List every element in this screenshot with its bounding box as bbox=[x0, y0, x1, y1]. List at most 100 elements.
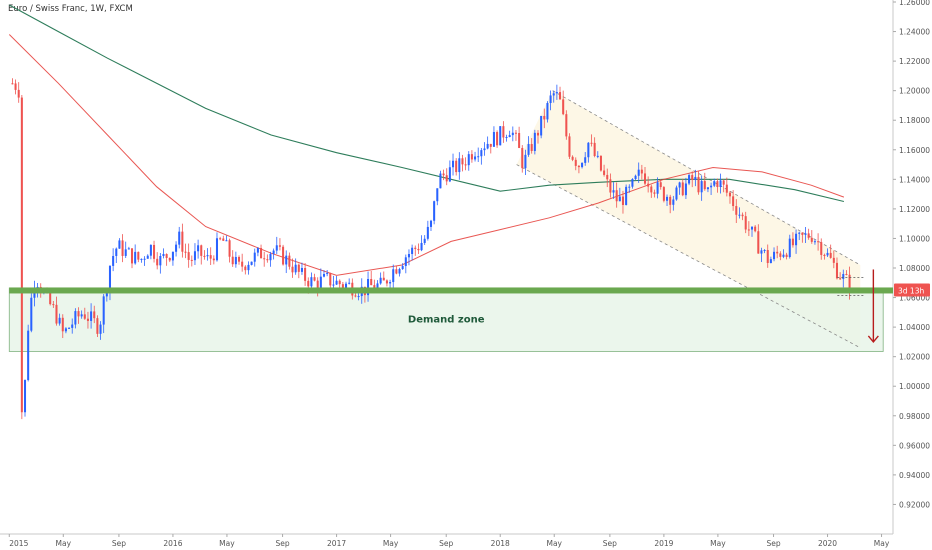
candle-body bbox=[272, 250, 275, 254]
candle-body bbox=[839, 278, 842, 280]
demand-zone-label: Demand zone bbox=[408, 315, 485, 326]
candle-body bbox=[99, 324, 102, 334]
candle-body bbox=[23, 380, 27, 413]
candle-body bbox=[593, 142, 596, 157]
x-tick-label: May bbox=[383, 539, 399, 548]
candle-body bbox=[672, 199, 675, 205]
candle-body bbox=[338, 280, 341, 285]
candle-body bbox=[694, 176, 697, 181]
candle-body bbox=[502, 126, 505, 138]
candle-body bbox=[581, 162, 584, 168]
candle-body bbox=[105, 291, 108, 297]
candle-body bbox=[225, 240, 228, 242]
candle-body bbox=[137, 251, 140, 260]
candle-body bbox=[307, 280, 310, 287]
candle-body bbox=[90, 311, 93, 321]
candle-body bbox=[518, 133, 521, 148]
candle-body bbox=[448, 167, 451, 182]
x-tick-label: May bbox=[219, 539, 235, 548]
candle-body bbox=[754, 226, 757, 232]
candle-body bbox=[376, 283, 379, 290]
candle-body bbox=[127, 248, 130, 250]
candle-body bbox=[810, 237, 813, 242]
candle-body bbox=[285, 255, 288, 265]
candle-body bbox=[640, 169, 643, 174]
candle-body bbox=[354, 295, 357, 297]
candle-body bbox=[80, 314, 83, 317]
candle-body bbox=[168, 257, 171, 261]
y-tick-label: 0.94000 bbox=[899, 471, 930, 480]
candle-body bbox=[143, 258, 146, 260]
candle-body bbox=[675, 187, 678, 200]
candle-body bbox=[332, 284, 335, 286]
candle-body bbox=[773, 251, 776, 260]
y-tick-label: 0.92000 bbox=[899, 500, 930, 509]
candle-body bbox=[124, 249, 127, 256]
candle-body bbox=[190, 259, 193, 261]
candle-body bbox=[30, 297, 33, 331]
candle-body bbox=[483, 148, 486, 151]
candle-body bbox=[326, 273, 329, 275]
candle-body bbox=[304, 267, 307, 281]
candle-body bbox=[842, 273, 845, 279]
candle-body bbox=[835, 262, 839, 279]
candle-body bbox=[175, 244, 178, 252]
candle-body bbox=[329, 273, 332, 286]
candle-body bbox=[766, 250, 769, 264]
moving-average-red bbox=[8, 34, 845, 276]
candle-body bbox=[760, 250, 763, 254]
candle-body bbox=[499, 126, 502, 146]
candle-body bbox=[703, 181, 706, 190]
x-tick-label: 2017 bbox=[327, 539, 346, 548]
x-tick-label: Sep bbox=[439, 539, 453, 548]
candle-body bbox=[798, 232, 801, 234]
candle-body bbox=[373, 285, 376, 290]
candle-body bbox=[653, 192, 656, 194]
candle-body bbox=[728, 192, 731, 197]
candle-body bbox=[203, 255, 206, 257]
candle-body bbox=[231, 256, 234, 265]
candle-body bbox=[530, 144, 533, 151]
candle-body bbox=[621, 196, 624, 205]
candle-body bbox=[609, 179, 612, 193]
candle-body bbox=[788, 238, 791, 258]
candle-body bbox=[275, 245, 278, 251]
candle-body bbox=[74, 311, 77, 325]
candle-body bbox=[719, 180, 722, 187]
candle-body bbox=[171, 251, 174, 261]
channel-fill bbox=[516, 90, 861, 348]
candle-body bbox=[741, 214, 744, 217]
candle-body bbox=[165, 254, 168, 258]
candle-body bbox=[477, 156, 480, 158]
candle-body bbox=[429, 220, 433, 227]
candle-body bbox=[341, 284, 344, 288]
candle-body bbox=[486, 143, 489, 149]
candle-body bbox=[757, 231, 760, 254]
candle-body bbox=[697, 176, 700, 193]
x-tick-label: May bbox=[56, 539, 72, 548]
candle-body bbox=[17, 89, 20, 98]
candle-body bbox=[574, 159, 577, 166]
candle-body bbox=[159, 255, 162, 266]
candle-body bbox=[807, 233, 810, 238]
candle-body bbox=[266, 259, 269, 261]
candle-body bbox=[215, 238, 219, 261]
candle-body bbox=[555, 92, 558, 94]
candle-body bbox=[395, 269, 398, 274]
candle-body bbox=[414, 247, 417, 249]
candle-body bbox=[58, 317, 61, 324]
candle-body bbox=[845, 273, 848, 275]
candle-body bbox=[417, 248, 420, 251]
last-price-badge bbox=[894, 283, 930, 297]
candle-body bbox=[795, 233, 798, 246]
candle-body bbox=[543, 115, 546, 120]
candle-body bbox=[452, 160, 455, 168]
candle-body bbox=[193, 251, 196, 261]
candle-body bbox=[184, 251, 187, 253]
candle-body bbox=[278, 245, 281, 247]
candle-body bbox=[571, 156, 574, 160]
y-tick-label: 1.06000 bbox=[899, 294, 930, 303]
candle-body bbox=[93, 311, 96, 319]
candle-body bbox=[820, 242, 823, 255]
